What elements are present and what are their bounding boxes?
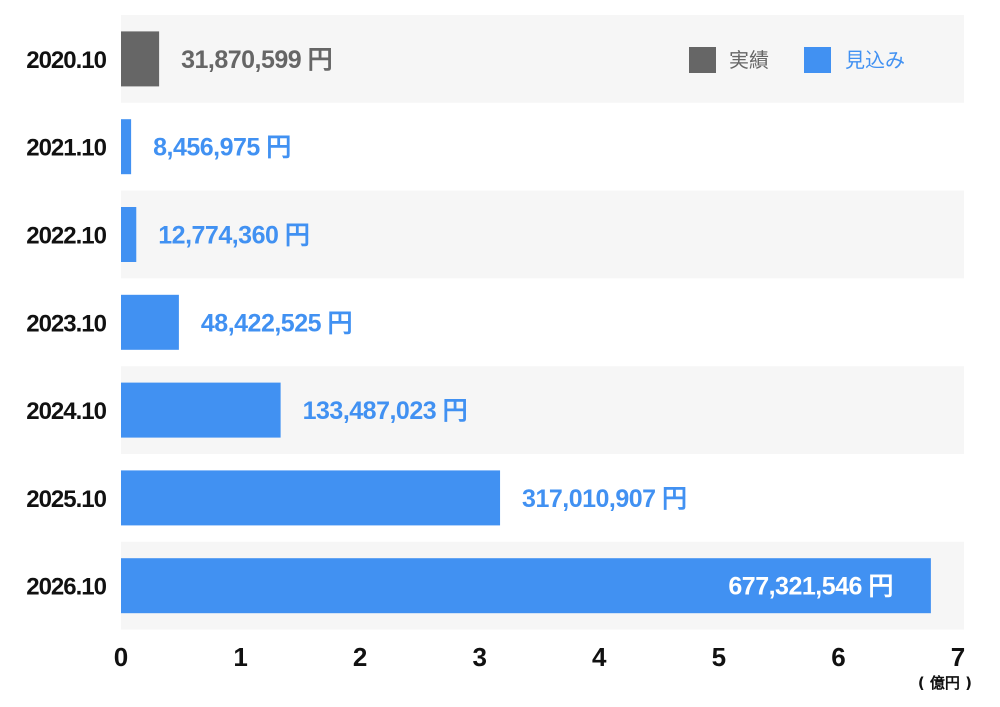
- category-label: 2024.10: [26, 398, 106, 425]
- category-label: 2021.10: [26, 135, 106, 162]
- row-band: [121, 190, 964, 279]
- category-labels: 2020.10 2021.10 2022.10 2023.10 2024.10 2025.…: [26, 47, 107, 601]
- bar-2021.10: [121, 119, 132, 175]
- x-axis-ticks: 0 1 2 3 4 5 6 7: [114, 642, 965, 672]
- x-tick-label: 7: [951, 642, 965, 672]
- legend-swatch-forecast: [804, 47, 831, 73]
- value-label: 133,487,023 円: [303, 397, 467, 425]
- x-tick-label: 6: [831, 642, 845, 672]
- legend-label-forecast: 見込み: [845, 48, 905, 72]
- bar-2020.10: [121, 31, 160, 87]
- legend: 実績 見込み: [689, 47, 905, 73]
- x-tick-label: 1: [233, 642, 247, 672]
- bar-2025.10: [121, 470, 501, 526]
- value-label: 31,870,599 円: [181, 46, 332, 74]
- x-tick-label: 3: [472, 642, 486, 672]
- legend-swatch-actual: [689, 47, 716, 73]
- x-tick-label: 4: [592, 642, 607, 672]
- category-label: 2022.10: [26, 223, 106, 250]
- x-tick-label: 2: [353, 642, 367, 672]
- x-axis-unit: ( 億円 ): [918, 674, 972, 692]
- value-label: 12,774,360 円: [158, 222, 309, 250]
- category-label: 2023.10: [26, 310, 106, 337]
- value-labels: 31,870,599 円 8,456,975 円 12,774,360 円 48,42…: [153, 46, 893, 601]
- category-label: 2025.10: [26, 486, 106, 513]
- bar-2026.10: [121, 558, 931, 614]
- value-label: 677,321,546 円: [728, 573, 892, 601]
- value-label: 8,456,975 円: [153, 134, 291, 162]
- row-band: [121, 278, 964, 367]
- bar-2023.10: [121, 294, 179, 350]
- category-label: 2026.10: [26, 574, 106, 601]
- category-label: 2020.10: [26, 47, 106, 74]
- value-label: 317,010,907 円: [522, 485, 686, 513]
- bar-2024.10: [121, 382, 281, 438]
- x-tick-label: 5: [712, 642, 726, 672]
- bar-2022.10: [121, 207, 137, 262]
- row-band: [121, 102, 964, 191]
- x-tick-label: 0: [114, 642, 128, 672]
- bars: [121, 31, 931, 614]
- value-label: 48,422,525 円: [201, 309, 352, 337]
- legend-label-actual: 実績: [729, 48, 769, 72]
